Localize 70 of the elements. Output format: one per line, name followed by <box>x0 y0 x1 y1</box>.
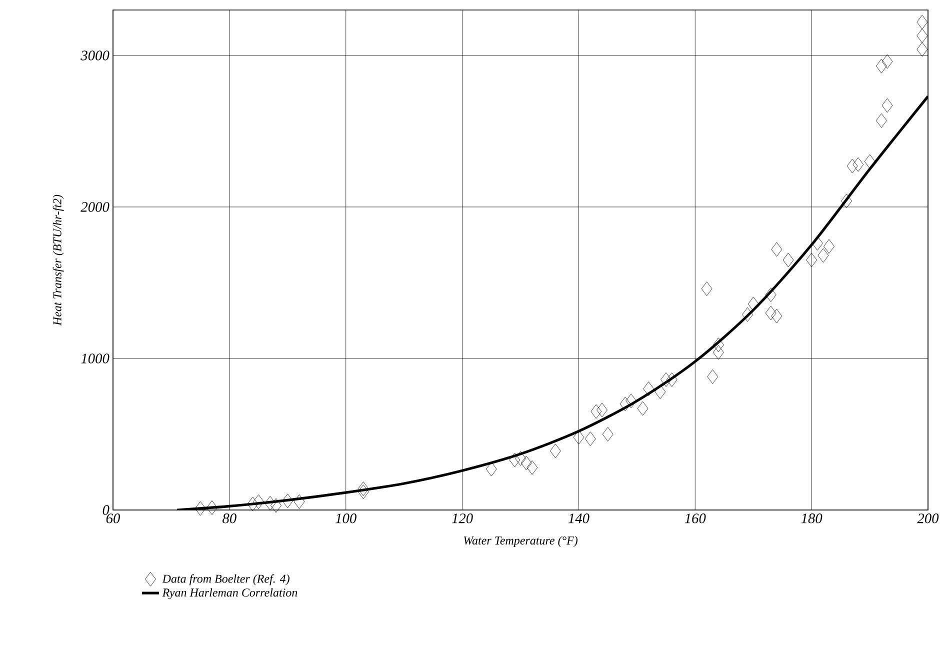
point <box>712 338 724 352</box>
x-tick-label: 140 <box>568 514 590 524</box>
x-tick-label: 100 <box>336 514 356 524</box>
legend-label: Ryan Harleman Correlation <box>162 588 298 600</box>
point <box>707 369 718 384</box>
point <box>253 494 264 509</box>
point <box>637 401 648 416</box>
point <box>846 158 858 174</box>
point <box>765 306 776 320</box>
point <box>876 58 887 74</box>
point <box>812 236 823 251</box>
x-tick-label: 160 <box>684 514 706 524</box>
point <box>358 484 369 500</box>
x-tick-label: 200 <box>917 514 939 524</box>
point <box>771 308 782 324</box>
point <box>264 496 276 510</box>
x-tick-label: 120 <box>452 514 473 524</box>
x-tick-label: 80 <box>222 514 236 524</box>
point <box>626 394 637 408</box>
point <box>818 248 829 263</box>
point <box>916 28 928 43</box>
point <box>515 451 526 466</box>
point <box>660 372 672 387</box>
point <box>526 460 538 475</box>
point <box>294 494 305 509</box>
y-tick-label: 0 <box>102 505 110 515</box>
y-axis-title: Heat Transfer (BTU/hr-ft2) <box>52 194 64 326</box>
point <box>771 242 782 257</box>
point <box>882 98 893 113</box>
y-tick-label: 1000 <box>81 354 110 364</box>
point <box>590 404 602 419</box>
point <box>765 288 776 302</box>
point <box>852 157 864 172</box>
point <box>247 496 258 512</box>
point <box>550 444 561 458</box>
point <box>654 384 666 400</box>
point <box>701 282 712 296</box>
point <box>584 432 596 446</box>
point <box>806 252 818 268</box>
point <box>824 239 834 254</box>
point <box>841 194 852 208</box>
point <box>573 430 584 444</box>
point <box>282 494 294 508</box>
point <box>596 402 608 418</box>
point <box>782 252 794 268</box>
point <box>358 482 369 496</box>
y-tick-label: 3000 <box>80 50 110 60</box>
point <box>742 307 753 322</box>
point <box>509 452 520 468</box>
point <box>748 296 759 312</box>
point <box>643 382 654 396</box>
point <box>486 462 497 476</box>
y-tick-label: 2000 <box>80 202 110 212</box>
point <box>916 14 928 30</box>
point <box>876 113 887 128</box>
x-tick-label: 60 <box>106 514 120 524</box>
x-axis-title: Water Temperature (°F) <box>464 536 578 547</box>
point <box>666 372 678 387</box>
point <box>712 345 724 360</box>
point <box>270 498 282 513</box>
point <box>864 154 876 169</box>
point <box>916 42 928 57</box>
point <box>602 427 614 442</box>
point <box>882 54 893 69</box>
point <box>620 396 631 412</box>
x-tick-label: 180 <box>801 514 822 524</box>
legend-label: Data from Boelter (Ref. 4) <box>162 574 290 586</box>
point <box>206 500 218 515</box>
point <box>194 501 206 516</box>
point <box>520 456 532 470</box>
